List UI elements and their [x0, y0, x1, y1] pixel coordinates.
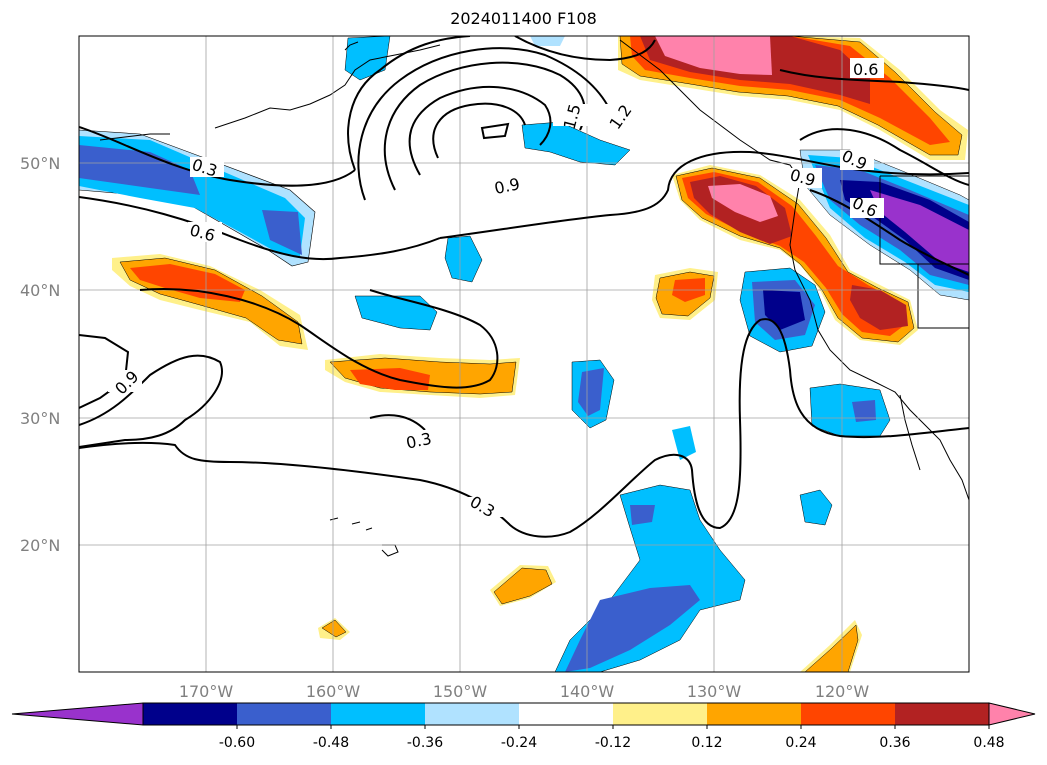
- lon-label: 170°W: [179, 682, 234, 701]
- colorbar-segment: [425, 703, 520, 725]
- map-area: 0.3 0.6 0.9 1.2 1.5 0.3 0.3 0.6 0.9 0.9 …: [79, 36, 969, 672]
- colorbar-tick-label: 0.36: [879, 735, 910, 751]
- contour-label: 0.3: [404, 429, 433, 453]
- colorbar-tick-label: -0.12: [595, 735, 631, 751]
- colorbar-frame: [142, 702, 990, 726]
- colorbar-segment: [519, 703, 614, 725]
- colorbar-tick-label: -0.36: [407, 735, 443, 751]
- colorbar-tick-label: -0.60: [219, 735, 255, 751]
- colorbar: -0.60 -0.48 -0.36 -0.24 -0.12 0.12 0.24 0.36 0.4…: [11, 702, 1036, 751]
- colorbar-tick-label: -0.24: [501, 735, 537, 751]
- colorbar-segment: [801, 703, 896, 725]
- latitude-labels: 50°N 40°N 30°N 20°N: [20, 154, 60, 555]
- lon-label: 140°W: [560, 682, 615, 701]
- colorbar-segment: [331, 703, 426, 725]
- colorbar-segment: [895, 703, 990, 725]
- colorbar-segment: [707, 703, 802, 725]
- colorbar-tick-label: 0.48: [973, 735, 1004, 751]
- colorbar-tick-label: 0.12: [691, 735, 722, 751]
- colorbar-tick-label: -0.48: [313, 735, 349, 751]
- colorbar-segment: [613, 703, 708, 725]
- colorbar-extend-min: [11, 702, 144, 726]
- colorbar-tick-label: 0.24: [785, 735, 816, 751]
- colorbar-segment: [143, 703, 238, 725]
- colorbar-segment: [237, 703, 332, 725]
- gridlines: [79, 36, 969, 672]
- lon-label: 160°W: [306, 682, 361, 701]
- coastlines: [99, 39, 969, 557]
- lon-label: 150°W: [433, 682, 488, 701]
- lat-label: 50°N: [20, 154, 60, 173]
- lon-label: 130°W: [687, 682, 742, 701]
- longitude-labels: 170°W 160°W 150°W 140°W 130°W 120°W: [179, 682, 870, 701]
- negative-anomaly-shading: [79, 36, 969, 672]
- contour-label: 0.9: [493, 174, 522, 198]
- map-title: 2024011400 F108: [450, 9, 597, 28]
- lon-label: 120°W: [815, 682, 870, 701]
- contour-label: 0.6: [853, 60, 878, 79]
- contour-lines: [79, 36, 969, 538]
- lat-label: 20°N: [20, 536, 60, 555]
- colorbar-extend-max: [988, 702, 1036, 726]
- lat-label: 30°N: [20, 409, 60, 428]
- lat-label: 40°N: [20, 281, 60, 300]
- map-frame: [78, 35, 970, 673]
